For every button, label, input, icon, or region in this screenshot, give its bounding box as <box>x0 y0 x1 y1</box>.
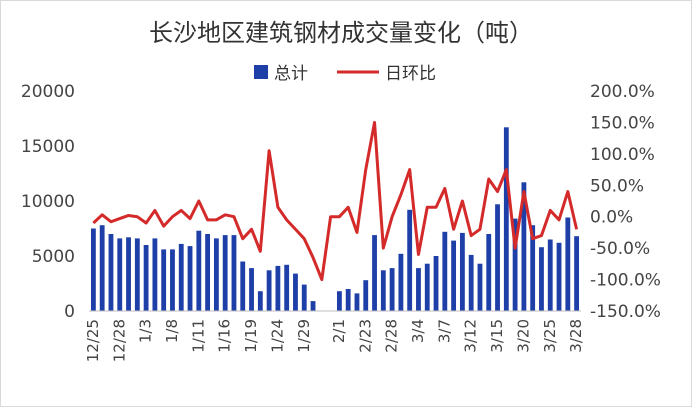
bar <box>275 265 281 311</box>
bar <box>161 249 167 311</box>
right-tick-label: -50.0% <box>590 239 650 259</box>
bar <box>407 209 413 311</box>
bar <box>380 270 386 311</box>
chart-title: 长沙地区建筑钢材成交量变化（吨） <box>149 19 533 47</box>
x-tick-label: 1/16 <box>216 319 234 353</box>
right-tick-label: 200.0% <box>590 82 655 102</box>
x-tick-label: 2/28 <box>383 319 401 353</box>
bar <box>178 243 184 311</box>
bar <box>495 204 500 311</box>
x-tick-label: 1/19 <box>242 319 260 353</box>
bar <box>556 242 562 311</box>
left-tick-label: 20000 <box>21 82 75 102</box>
bar <box>424 263 430 311</box>
x-tick-label: 1/3 <box>137 319 155 343</box>
bar <box>170 249 175 311</box>
bar <box>345 289 351 311</box>
bar <box>363 280 369 311</box>
bar <box>530 225 536 311</box>
bar <box>512 218 518 311</box>
bar <box>451 240 457 311</box>
x-tick-label: 12/28 <box>110 319 128 362</box>
bar <box>416 268 421 311</box>
right-tick-label: 50.0% <box>590 176 644 196</box>
bar <box>187 246 193 311</box>
bar <box>196 230 202 311</box>
bar <box>539 247 544 311</box>
right-tick-label: -150.0% <box>590 302 661 322</box>
x-tick-label: 2/23 <box>356 319 374 353</box>
bar <box>152 238 158 311</box>
ratio-line <box>92 120 579 282</box>
legend-line-label: 日环比 <box>385 64 436 84</box>
bar <box>521 182 527 311</box>
legend-bar-label: 总计 <box>274 64 308 84</box>
right-tick-label: -100.0% <box>590 271 661 291</box>
left-axis-ticks: 0 5000 10000 15000 20000 <box>21 82 75 322</box>
right-tick-label: 150.0% <box>590 113 655 133</box>
bar-series <box>90 127 580 311</box>
bar <box>213 238 219 311</box>
bar <box>477 263 483 311</box>
x-tick-label: 3/12 <box>462 319 480 353</box>
x-tick-label: 1/29 <box>295 319 313 353</box>
left-tick-label: 10000 <box>21 192 75 212</box>
bar <box>99 225 105 311</box>
x-tick-label: 3/4 <box>409 319 427 343</box>
x-tick-label: 1/8 <box>163 319 181 343</box>
bar <box>143 245 149 311</box>
x-tick-label: 3/20 <box>514 319 532 353</box>
bar <box>354 293 360 311</box>
left-tick-label: 15000 <box>21 137 75 157</box>
bar <box>389 268 395 311</box>
bar <box>468 254 474 311</box>
bar <box>336 291 342 311</box>
bar <box>486 234 492 311</box>
left-tick-label: 5000 <box>32 247 75 267</box>
bar <box>231 235 237 311</box>
bar <box>301 284 307 311</box>
bar <box>433 256 439 311</box>
bar <box>503 127 509 311</box>
legend: 总计 日环比 <box>254 64 436 84</box>
bar <box>240 261 246 311</box>
x-tick-label: 1/11 <box>189 319 207 353</box>
bar <box>459 232 465 311</box>
legend-bar-swatch <box>254 65 268 79</box>
bar <box>547 239 553 311</box>
x-tick-label: 2/1 <box>330 319 348 343</box>
bar <box>108 234 114 311</box>
right-tick-label: 0.0% <box>590 208 633 228</box>
right-axis-ticks: -150.0% -100.0% -50.0% 0.0% 50.0% 100.0% 150.0… <box>590 82 661 322</box>
bar <box>222 235 228 311</box>
bar <box>205 234 211 311</box>
x-axis-ticks: 12/25 12/28 1/3 1/8 1/11 1/16 1/19 1/24 1/29 2/1 2… <box>84 319 585 362</box>
bar <box>293 273 298 311</box>
right-tick-label: 100.0% <box>590 145 655 165</box>
x-tick-label: 3/7 <box>435 319 453 343</box>
x-tick-label: 1/24 <box>268 319 286 353</box>
left-tick-label: 0 <box>64 302 75 322</box>
bar <box>398 253 404 311</box>
x-tick-label: 3/15 <box>488 319 506 353</box>
bar <box>134 238 140 311</box>
bar <box>257 291 263 311</box>
x-tick-label: 12/25 <box>84 319 102 362</box>
bar <box>574 236 580 311</box>
x-tick-label: 3/28 <box>567 319 585 353</box>
bar <box>266 270 272 311</box>
x-tick-label: 3/25 <box>541 319 559 353</box>
bar <box>284 264 290 311</box>
bar <box>565 217 571 311</box>
bar <box>442 231 448 311</box>
bar <box>126 237 131 311</box>
bar <box>249 268 254 311</box>
bar <box>372 235 377 311</box>
bar <box>117 238 123 311</box>
bar <box>90 228 96 311</box>
bar <box>310 301 316 311</box>
